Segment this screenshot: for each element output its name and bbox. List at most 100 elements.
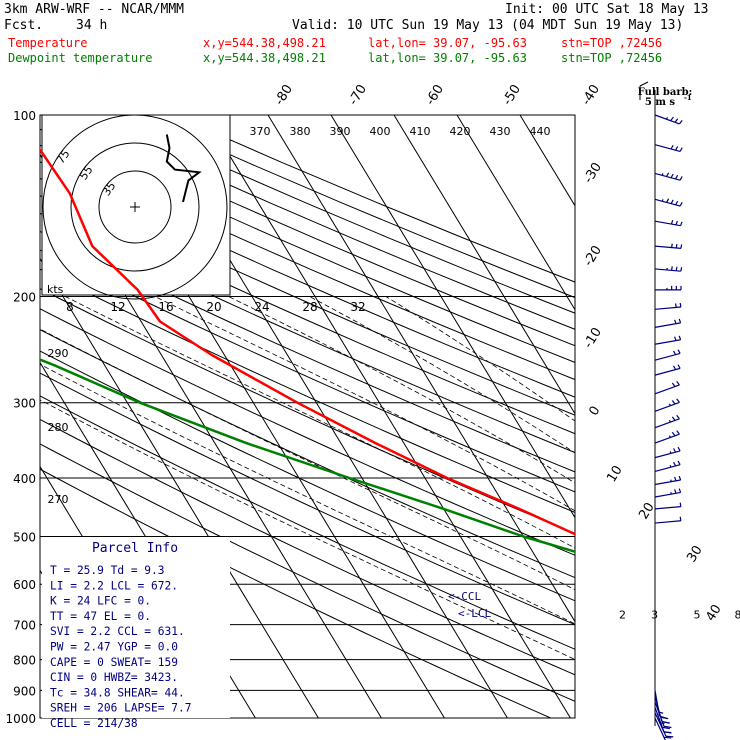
parcel-info-row: SVI = 2.2 CCL = 631. (50, 625, 185, 638)
moist-adiabat (309, 296, 575, 454)
wind-barb-shaft (654, 464, 681, 472)
wind-barb (654, 430, 680, 444)
wind-barb-flag (679, 202, 683, 207)
wind-barb-flag (675, 220, 678, 226)
wind-barb (654, 414, 680, 429)
wind-barb-flag (670, 199, 674, 204)
parcel-info-bg (42, 537, 230, 718)
dry-adiabat (40, 372, 575, 626)
isotherm-label-20: 20 (636, 500, 657, 522)
wind-barb (654, 114, 683, 125)
wind-barb-flag (663, 731, 672, 734)
wind-barb (655, 285, 682, 291)
parcel-info-row: Tc = 34.8 SHEAR= 44. (50, 686, 185, 699)
hodo-ring (42, 114, 228, 300)
hodo-ring (98, 170, 172, 244)
hodo-speed-label-20: 20 (206, 300, 221, 314)
dry-adiabat (40, 144, 575, 381)
dewpoint-curve (40, 358, 575, 554)
wind-barb-flag (674, 118, 679, 123)
theta-e-label-410: 410 (410, 125, 431, 138)
mixing-ratio-label-8: 8 (735, 609, 740, 622)
wind-barb (654, 701, 672, 729)
wind-barb (654, 488, 682, 498)
wind-barb-flag (674, 476, 677, 482)
dry-adiabat (40, 329, 575, 579)
init-time: Init: 00 UTC Sat 18 May 13 (505, 2, 709, 17)
temperature-xy: x,y=544.38,498.21 (203, 36, 326, 50)
parcel-info-row: CAPE = 0 SWEAT= 159 (50, 656, 178, 669)
wind-barb-flag (676, 398, 680, 403)
moist-adiabat (228, 296, 575, 484)
wind-barb-shaft (654, 322, 681, 328)
wind-barb-flag (674, 336, 677, 341)
mixing-ratio-label-5: 5 (693, 609, 700, 622)
parcel-info-row: SREH = 206 LAPSE= 7.7 (50, 702, 191, 715)
hodograph-trace (165, 134, 202, 203)
wind-barb-half (665, 116, 669, 120)
isotherm-label-30: 30 (684, 543, 705, 565)
wind-barb-flag (671, 400, 676, 405)
wind-barb-shaft (654, 506, 681, 510)
wind-barb-shaft (654, 433, 680, 444)
isotherm-label--40: -40 (579, 82, 603, 108)
wind-barb-shaft (654, 491, 681, 498)
isotherm-label--50: -50 (500, 82, 524, 108)
wind-barb (654, 318, 682, 328)
wind-barb-flag (663, 736, 672, 739)
wind-barb-flag (677, 460, 681, 465)
wind-barb-half (670, 479, 672, 482)
wind-barb-shaft (654, 114, 680, 125)
wind-barb-flag (670, 243, 673, 248)
moist-adiabat (154, 296, 575, 512)
wind-barb-flag (670, 116, 674, 122)
wind-barb (654, 712, 674, 738)
parcel-info-row: K = 24 LFC = 0. (50, 595, 151, 608)
valid-time: Valid: 10 UTC Sun 19 May 13 (04 MDT Sun … (292, 18, 684, 33)
parcel-info-row: TT = 47 EL = 0. (50, 610, 151, 623)
isotherm (709, 115, 740, 718)
isotherm (40, 257, 319, 718)
temperature-curve (40, 148, 575, 536)
wind-barb-flag (672, 350, 677, 355)
wind-barb-flag (671, 382, 676, 387)
wind-barb-shaft (654, 384, 680, 395)
dry-adiabat (40, 212, 575, 454)
theta-e-label-370: 370 (250, 125, 271, 138)
ccl-marker: <-CCL (448, 590, 481, 603)
wind-barb-flag (665, 735, 674, 738)
mixing-ratio-line (584, 584, 705, 718)
hodo-units: kts (47, 283, 64, 296)
dewpoint-legend: Dewpoint temperature (8, 51, 153, 65)
wind-barb-flag (680, 267, 683, 272)
pressure-label-1000: 1000 (5, 712, 36, 726)
wind-legend-barb (639, 81, 649, 87)
wind-barb-shaft (654, 401, 680, 412)
wind-barb-flag (680, 221, 683, 226)
wind-barb (654, 446, 681, 459)
isotherm (267, 115, 575, 623)
mixing-ratio-label-2: 2 (619, 609, 626, 622)
wind-barb-flag (675, 200, 679, 206)
pressure-label-600: 600 (13, 578, 36, 592)
hodo-speed-label-24: 24 (254, 300, 269, 314)
wind-barb-shaft (654, 339, 681, 345)
wind-profile: Full barb:5 m s -1 (638, 81, 692, 740)
isotherm-label--80: -80 (272, 82, 296, 108)
isotherm-label--10: -10 (581, 325, 605, 351)
dry-adiabat (40, 230, 575, 473)
wind-barb-flag (674, 303, 677, 308)
moist-adiabat (65, 296, 575, 549)
theta-e-label-380: 380 (290, 125, 311, 138)
wind-barb (654, 349, 681, 361)
parcel-info-row: T = 25.9 Td = 9.3 (50, 564, 165, 577)
wind-barb-half (660, 716, 665, 719)
pressure-label-500: 500 (13, 530, 36, 544)
wind-barb (654, 219, 683, 227)
wind-legend-exponent: -1 (684, 93, 692, 102)
wind-barb-flag (677, 446, 681, 452)
theta-e-label-440: 440 (530, 125, 551, 138)
wind-barb (654, 302, 682, 310)
parcel-info-row: CIN = 0 HWBZ= 3423. (50, 671, 178, 684)
